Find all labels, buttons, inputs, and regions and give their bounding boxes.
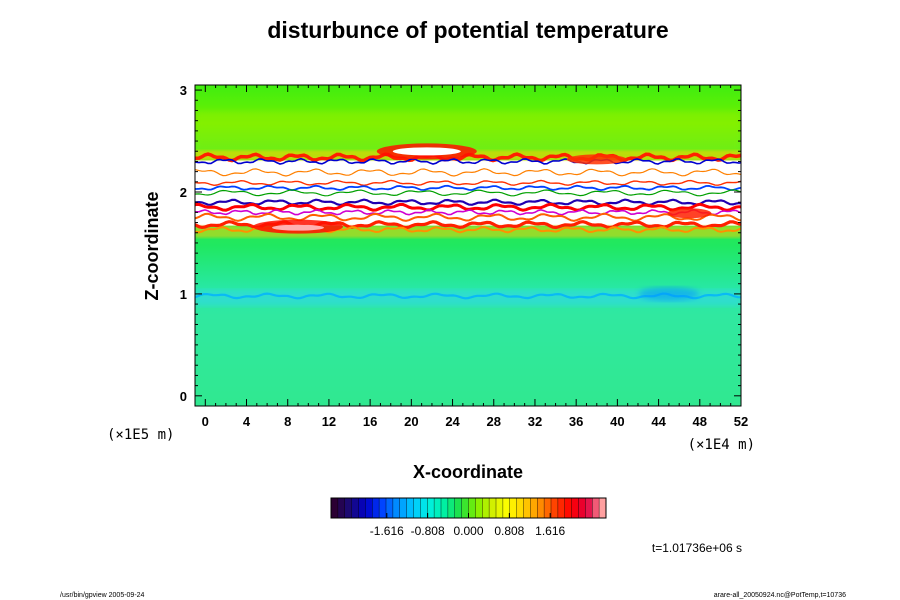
- colorbar-swatch: [344, 498, 352, 518]
- chart-title: disturbunce of potential temperature: [267, 17, 668, 43]
- colorbar-tick-label: 0.000: [453, 524, 483, 538]
- contour-band-5: [195, 189, 741, 197]
- x-tick-label: 36: [569, 414, 583, 429]
- warm-blob-3: [667, 208, 712, 219]
- colorbar-swatch: [475, 498, 483, 518]
- colorbar-swatch: [592, 498, 600, 518]
- x-axis-unit: (×1E4 m): [688, 437, 755, 453]
- colorbar-swatch: [578, 498, 586, 518]
- colorbar-swatch: [386, 498, 394, 518]
- footer-right: arare-all_20050924.nc@PotTemp,t=10736: [714, 592, 846, 599]
- x-tick-label: 48: [693, 414, 707, 429]
- x-tick-label: 40: [610, 414, 624, 429]
- contour-band-8: [195, 208, 741, 216]
- colorbar-tick-label: -0.808: [411, 524, 445, 538]
- x-tick-label: 32: [528, 414, 542, 429]
- colorbar-swatch: [358, 498, 366, 518]
- x-tick-label: 44: [651, 414, 666, 429]
- x-tick-label: 20: [404, 414, 418, 429]
- colorbar-swatch: [530, 498, 538, 518]
- contour-band-3: [195, 179, 741, 187]
- colorbar-swatch: [413, 498, 421, 518]
- x-tick-label: 16: [363, 414, 377, 429]
- colorbar-swatch: [399, 498, 407, 518]
- colorbar-tick-label: -1.616: [370, 524, 404, 538]
- colorbar-swatch: [571, 498, 579, 518]
- y-tick-label: 0: [180, 389, 187, 404]
- colorbar-swatch: [557, 498, 566, 518]
- warm-blob-core-2: [272, 224, 325, 231]
- x-tick-label: 4: [243, 414, 251, 429]
- colorbar-swatch: [406, 498, 414, 518]
- y-tick-label: 1: [180, 287, 187, 302]
- colorbar-swatch: [509, 498, 517, 518]
- colorbar-swatch: [351, 498, 359, 518]
- contour-band-2: [195, 168, 741, 177]
- y-tick-label: 2: [180, 185, 187, 200]
- colorbar-swatch: [564, 498, 572, 518]
- cool-patch: [638, 286, 699, 301]
- colorbar-swatch: [585, 498, 593, 518]
- colorbar-swatch: [372, 498, 380, 518]
- contour-band-6: [195, 198, 741, 207]
- x-axis-label: X-coordinate: [413, 462, 523, 482]
- colorbar-swatch: [523, 498, 531, 518]
- y-tick-label: 3: [180, 83, 187, 98]
- colorbar-swatch: [544, 498, 552, 518]
- colorbar-swatch: [489, 498, 497, 518]
- colorbar-swatch: [420, 498, 428, 518]
- colorbar-swatch: [599, 498, 607, 518]
- warm-blob-core: [392, 147, 461, 156]
- colorbar-swatch: [454, 498, 462, 518]
- colorbar-swatch: [434, 498, 442, 518]
- colorbar-swatch: [551, 498, 559, 518]
- footer-left: /usr/bin/gpview 2005-09-24: [60, 592, 145, 599]
- colorbar-swatch: [516, 498, 524, 518]
- colorbar-swatch: [392, 498, 401, 518]
- warm-blob-2: [566, 154, 627, 165]
- colorbar-swatch: [482, 498, 490, 518]
- x-tick-label: 24: [445, 414, 460, 429]
- colorbar-swatch: [468, 498, 476, 518]
- heatmap-field: [195, 111, 741, 306]
- colorbar-swatch: [537, 498, 545, 518]
- colorbar-tick-label: 0.808: [494, 524, 524, 538]
- colorbar-swatch: [337, 498, 346, 518]
- colorbar-swatch: [427, 498, 435, 518]
- x-tick-label: 28: [487, 414, 501, 429]
- plot-frame: [194, 84, 742, 407]
- colorbar-swatch: [441, 498, 449, 518]
- y-axis-label: Z-coordinate: [142, 191, 162, 300]
- colorbar: -1.616 -0.808 0.000 0.808 1.616: [330, 497, 607, 538]
- colorbar-tick-label: 1.616: [535, 524, 565, 538]
- x-tick-label: 12: [322, 414, 336, 429]
- colorbar-swatch: [447, 498, 456, 518]
- contour-band-7: [195, 202, 741, 212]
- x-tick-label: 52: [734, 414, 748, 429]
- colorbar-swatch: [379, 498, 387, 518]
- colorbar-swatch: [502, 498, 511, 518]
- time-label: t=1.01736e+06 s: [652, 541, 742, 555]
- colorbar-swatch: [461, 498, 469, 518]
- contour-band-9: [195, 212, 741, 222]
- heatmap-area: [195, 85, 741, 406]
- y-axis-unit: (×1E5 m): [107, 427, 174, 443]
- contour-band-4: [195, 184, 741, 192]
- colorbar-swatch: [496, 498, 504, 518]
- contour-band-1: [195, 157, 741, 165]
- x-tick-label: 8: [284, 414, 291, 429]
- colorbar-swatch: [331, 498, 339, 518]
- colorbar-swatch: [365, 498, 373, 518]
- x-tick-label: 0: [202, 414, 209, 429]
